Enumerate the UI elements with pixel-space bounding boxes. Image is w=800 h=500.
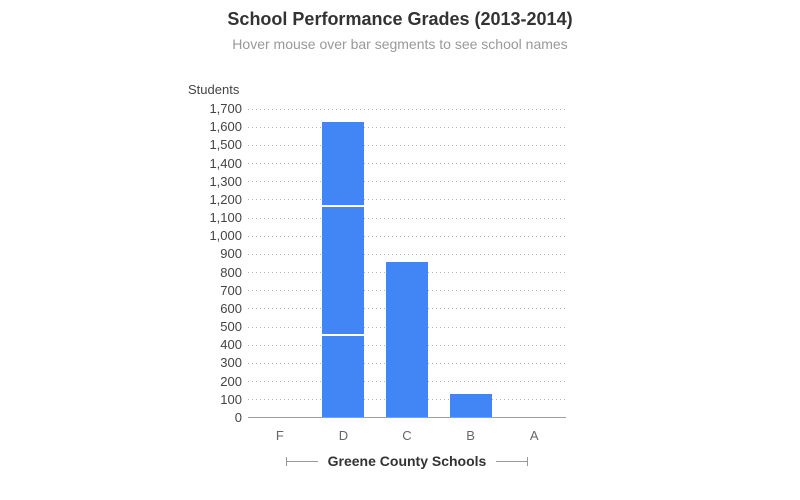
- bracket-left-tick-icon: [285, 456, 287, 466]
- y-tick-label: 1,700: [209, 101, 242, 116]
- y-tick-label: 1,100: [209, 210, 242, 226]
- gridline: [248, 144, 566, 146]
- x-axis-caption-label: Greene County Schools: [327, 453, 487, 469]
- y-tick-label: 1,600: [209, 119, 242, 135]
- gridline: [248, 235, 566, 237]
- bar-segment-C-1[interactable]: [386, 261, 428, 418]
- y-axis-title: Students: [188, 82, 240, 97]
- bracket-right-line: [496, 460, 528, 462]
- y-tick-label: 600: [220, 300, 242, 316]
- y-tick-label: 1,000: [209, 228, 242, 244]
- y-tick-label: 400: [220, 337, 242, 353]
- gridline: [248, 163, 566, 165]
- x-tick-label-D: D: [338, 428, 349, 443]
- y-tick-label: 900: [220, 246, 242, 262]
- gridline: [248, 199, 566, 201]
- gridline: [248, 253, 566, 255]
- bracket-left-line: [286, 460, 318, 462]
- gridline: [248, 126, 566, 128]
- y-tick-label: 1,300: [209, 173, 242, 189]
- x-tick-label-F: F: [275, 428, 284, 443]
- bracket-right-tick-icon: [527, 456, 529, 466]
- y-tick-label: 700: [220, 282, 242, 298]
- bar-segment-D-1[interactable]: [322, 336, 365, 418]
- x-axis-caption: Greene County Schools: [248, 453, 566, 469]
- y-tick-label: 1,200: [209, 191, 242, 207]
- chart-subtitle: Hover mouse over bar segments to see sch…: [232, 36, 568, 52]
- x-tick-label-A: A: [529, 428, 539, 443]
- x-tick-label-C: C: [402, 428, 412, 443]
- plot-area: [248, 108, 566, 418]
- chart-title: School Performance Grades (2013-2014): [227, 9, 573, 29]
- bar-segment-D-2[interactable]: [322, 207, 365, 337]
- y-tick-label: 100: [220, 391, 242, 407]
- gridline: [248, 108, 566, 110]
- y-tick-label: 500: [220, 319, 242, 335]
- gridline: [248, 217, 566, 219]
- y-tick-label: 0: [234, 410, 242, 425]
- y-tick-label: 1,400: [209, 155, 242, 171]
- gridline: [248, 181, 566, 183]
- x-tick-label-B: B: [466, 428, 475, 443]
- y-tick-label: 200: [220, 373, 242, 389]
- bar-segment-B-1[interactable]: [449, 394, 492, 418]
- bar-segment-D-3[interactable]: [322, 121, 365, 208]
- y-tick-label: 1,500: [209, 137, 242, 153]
- x-axis-baseline: [248, 417, 566, 418]
- y-tick-label: 300: [220, 355, 242, 371]
- y-tick-label: 800: [220, 264, 242, 280]
